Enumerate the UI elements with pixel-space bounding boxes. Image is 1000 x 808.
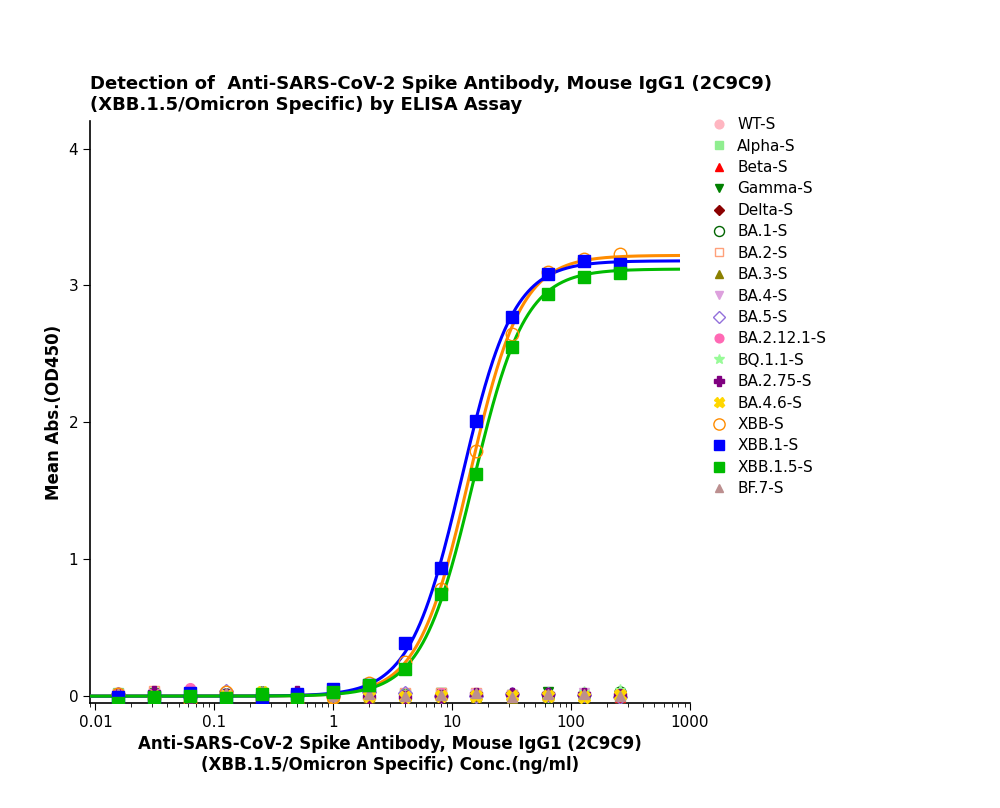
Text: Detection of  Anti-SARS-CoV-2 Spike Antibody, Mouse IgG1 (2C9C9)
(XBB.1.5/Omicro: Detection of Anti-SARS-CoV-2 Spike Antib…: [90, 75, 772, 114]
Legend: WT-S, Alpha-S, Beta-S, Gamma-S, Delta-S, BA.1-S, BA.2-S, BA.3-S, BA.4-S, BA.5-S,: WT-S, Alpha-S, Beta-S, Gamma-S, Delta-S,…: [710, 117, 826, 496]
X-axis label: Anti-SARS-CoV-2 Spike Antibody, Mouse IgG1 (2C9C9)
(XBB.1.5/Omicron Specific) Co: Anti-SARS-CoV-2 Spike Antibody, Mouse Ig…: [138, 735, 642, 774]
Y-axis label: Mean Abs.(OD450): Mean Abs.(OD450): [45, 325, 63, 499]
